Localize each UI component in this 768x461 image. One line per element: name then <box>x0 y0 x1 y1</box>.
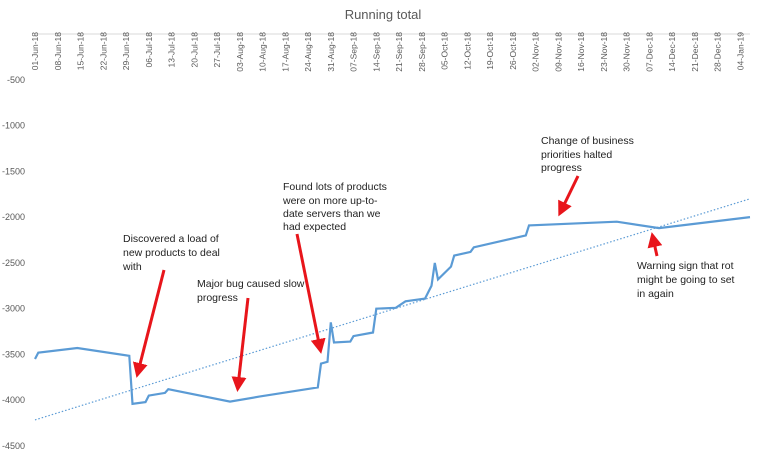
y-tick-label: -2500 <box>2 258 25 268</box>
y-tick-label: -2000 <box>2 212 25 222</box>
x-tick-label: 02-Nov-18 <box>531 32 541 72</box>
annotation: Warning sign that rot <box>637 260 734 272</box>
chart-title: Running total <box>345 7 422 22</box>
annotation: date servers than we <box>283 208 381 220</box>
x-tick-label: 17-Aug-18 <box>280 32 290 72</box>
x-tick-label: 20-Jul-18 <box>189 32 199 68</box>
x-tick-label: 27-Jul-18 <box>212 32 222 68</box>
x-tick-label: 31-Aug-18 <box>326 32 336 72</box>
annotation: Change of business <box>541 135 634 147</box>
x-tick-label: 07-Dec-18 <box>644 32 654 72</box>
annotation: progress <box>541 162 582 174</box>
x-tick-label: 08-Jun-18 <box>53 32 63 71</box>
y-tick-label: -1500 <box>2 166 25 176</box>
annotation: might be going to set <box>637 274 735 286</box>
x-tick-label: 26-Oct-18 <box>508 32 518 70</box>
x-tick-label: 30-Nov-18 <box>622 32 632 72</box>
arrow <box>647 232 663 257</box>
arrow <box>132 269 166 378</box>
y-tick-label: -4500 <box>2 441 25 451</box>
x-tick-label: 19-Oct-18 <box>485 32 495 70</box>
annotation: progress <box>197 292 238 304</box>
y-tick-label: -500 <box>7 75 25 85</box>
x-tick-label: 28-Sep-18 <box>417 32 427 72</box>
x-tick-label: 06-Jul-18 <box>144 32 154 68</box>
x-tick-label: 09-Nov-18 <box>553 32 563 72</box>
y-tick-label: -3000 <box>2 304 25 314</box>
annotation: with <box>122 261 142 273</box>
annotation: new products to deal <box>123 247 220 259</box>
x-tick-label: 14-Dec-18 <box>667 32 677 72</box>
annotation: had expected <box>283 221 346 233</box>
x-tick-label: 05-Oct-18 <box>440 32 450 70</box>
x-tick-label: 29-Jun-18 <box>121 32 131 71</box>
annotation: were on more up-to- <box>282 195 378 207</box>
annotation: Discovered a load of <box>123 233 219 245</box>
arrow <box>231 297 250 392</box>
x-tick-label: 07-Sep-18 <box>349 32 359 72</box>
arrow <box>558 175 580 217</box>
x-tick-label: 21-Sep-18 <box>394 32 404 72</box>
y-tick-label: -4000 <box>2 395 25 405</box>
arrow <box>295 233 326 354</box>
annotation: in again <box>637 288 674 300</box>
x-tick-label: 03-Aug-18 <box>235 32 245 72</box>
x-tick-label: 28-Dec-18 <box>713 32 723 72</box>
y-tick-label: -1000 <box>2 121 25 131</box>
line <box>34 216 751 406</box>
trend-line <box>34 198 751 421</box>
annotation: Major bug caused slow <box>197 278 305 290</box>
x-tick-label: 10-Aug-18 <box>258 32 268 72</box>
x-tick-label: 24-Aug-18 <box>303 32 313 72</box>
y-tick-label: -3500 <box>2 349 25 359</box>
x-tick-label: 01-Jun-18 <box>30 32 40 71</box>
x-tick-label: 12-Oct-18 <box>462 32 472 70</box>
x-tick-label: 04-Jan-19 <box>735 32 745 71</box>
annotation: priorities halted <box>541 149 612 161</box>
x-tick-label: 22-Jun-18 <box>98 32 108 71</box>
x-tick-label: 15-Jun-18 <box>76 32 86 71</box>
x-tick-label: 23-Nov-18 <box>599 32 609 72</box>
annotation: Found lots of products <box>283 181 387 193</box>
x-tick-label: 13-Jul-18 <box>167 32 177 68</box>
annotations: Discovered a load of new products to dea… <box>122 135 735 392</box>
x-tick-label: 14-Sep-18 <box>371 32 381 72</box>
x-tick-label: 21-Dec-18 <box>690 32 700 72</box>
x-tick-label: 16-Nov-18 <box>576 32 586 72</box>
